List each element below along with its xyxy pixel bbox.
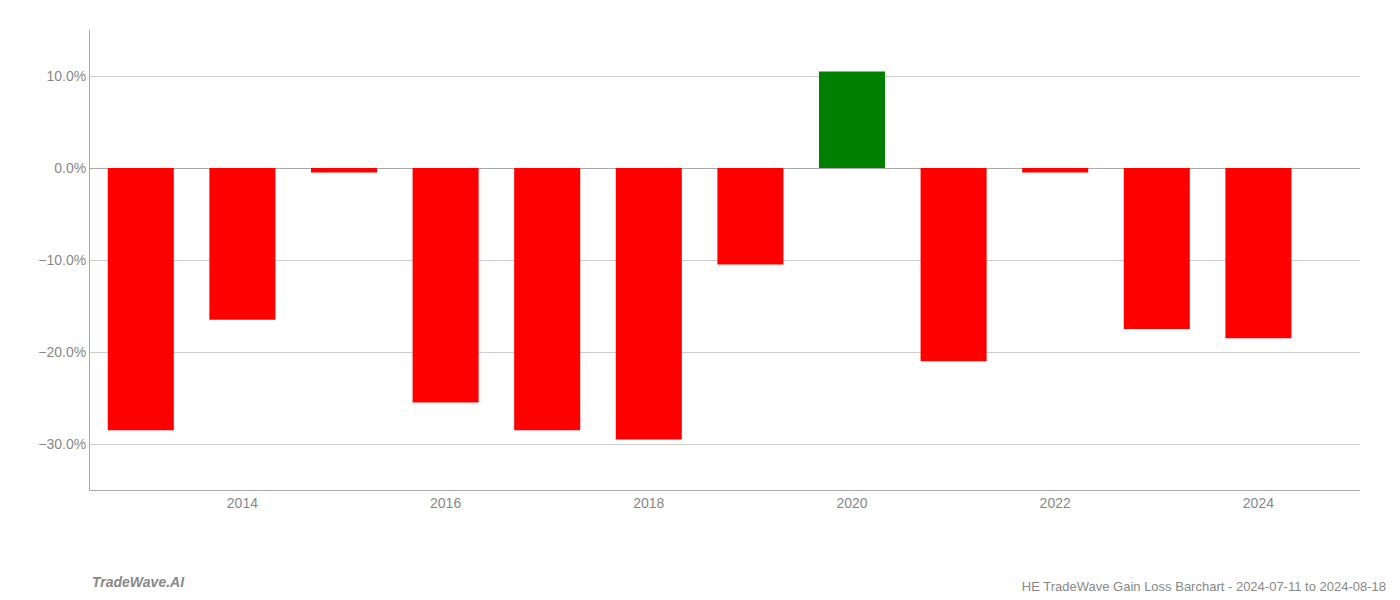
svg-text:0.0%: 0.0%	[54, 160, 86, 176]
svg-text:10.0%: 10.0%	[46, 68, 86, 84]
svg-text:−10.0%: −10.0%	[38, 252, 86, 268]
svg-text:HE TradeWave Gain Loss Barchar: HE TradeWave Gain Loss Barchart - 2024-0…	[1022, 579, 1386, 594]
svg-text:−30.0%: −30.0%	[38, 436, 86, 452]
svg-text:2020: 2020	[836, 495, 867, 511]
svg-text:2024: 2024	[1243, 495, 1274, 511]
svg-text:TradeWave.AI: TradeWave.AI	[92, 574, 185, 590]
svg-text:2014: 2014	[227, 495, 258, 511]
svg-text:2016: 2016	[430, 495, 461, 511]
svg-text:2018: 2018	[633, 495, 664, 511]
svg-text:−20.0%: −20.0%	[38, 344, 86, 360]
svg-text:2022: 2022	[1040, 495, 1071, 511]
